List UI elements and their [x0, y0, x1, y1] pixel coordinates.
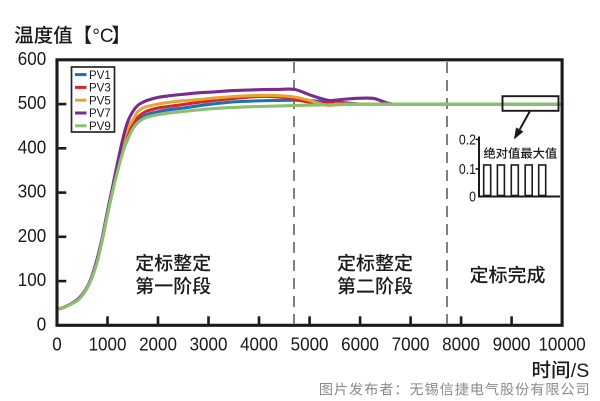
svg-text:0: 0 — [37, 314, 47, 335]
svg-text:°C: °C — [92, 26, 113, 47]
svg-text:PV5: PV5 — [89, 95, 111, 107]
svg-text:10000: 10000 — [538, 334, 585, 355]
svg-text:/S: /S — [571, 360, 589, 382]
svg-text:4000: 4000 — [240, 334, 278, 355]
svg-text:PV7: PV7 — [89, 108, 111, 120]
svg-text:400: 400 — [18, 137, 46, 158]
svg-text:500: 500 — [18, 92, 46, 113]
svg-text:9000: 9000 — [493, 334, 531, 355]
svg-text:PV1: PV1 — [89, 70, 111, 82]
svg-text:100: 100 — [18, 269, 46, 290]
svg-text:600: 600 — [18, 48, 46, 69]
svg-text:300: 300 — [18, 181, 46, 202]
svg-text:2000: 2000 — [139, 334, 177, 355]
svg-text:7000: 7000 — [392, 334, 430, 355]
svg-text:3000: 3000 — [190, 334, 228, 355]
svg-text:PV9: PV9 — [89, 121, 111, 133]
svg-text:0: 0 — [52, 334, 62, 355]
svg-text:5000: 5000 — [291, 334, 329, 355]
svg-text:8000: 8000 — [442, 334, 480, 355]
svg-text:0.1: 0.1 — [459, 161, 476, 177]
svg-text:6000: 6000 — [341, 334, 379, 355]
svg-text:200: 200 — [18, 225, 46, 246]
svg-text:1000: 1000 — [89, 334, 127, 355]
svg-text:0: 0 — [469, 189, 476, 205]
svg-text:0.2: 0.2 — [459, 131, 476, 147]
svg-text:PV3: PV3 — [89, 83, 111, 95]
